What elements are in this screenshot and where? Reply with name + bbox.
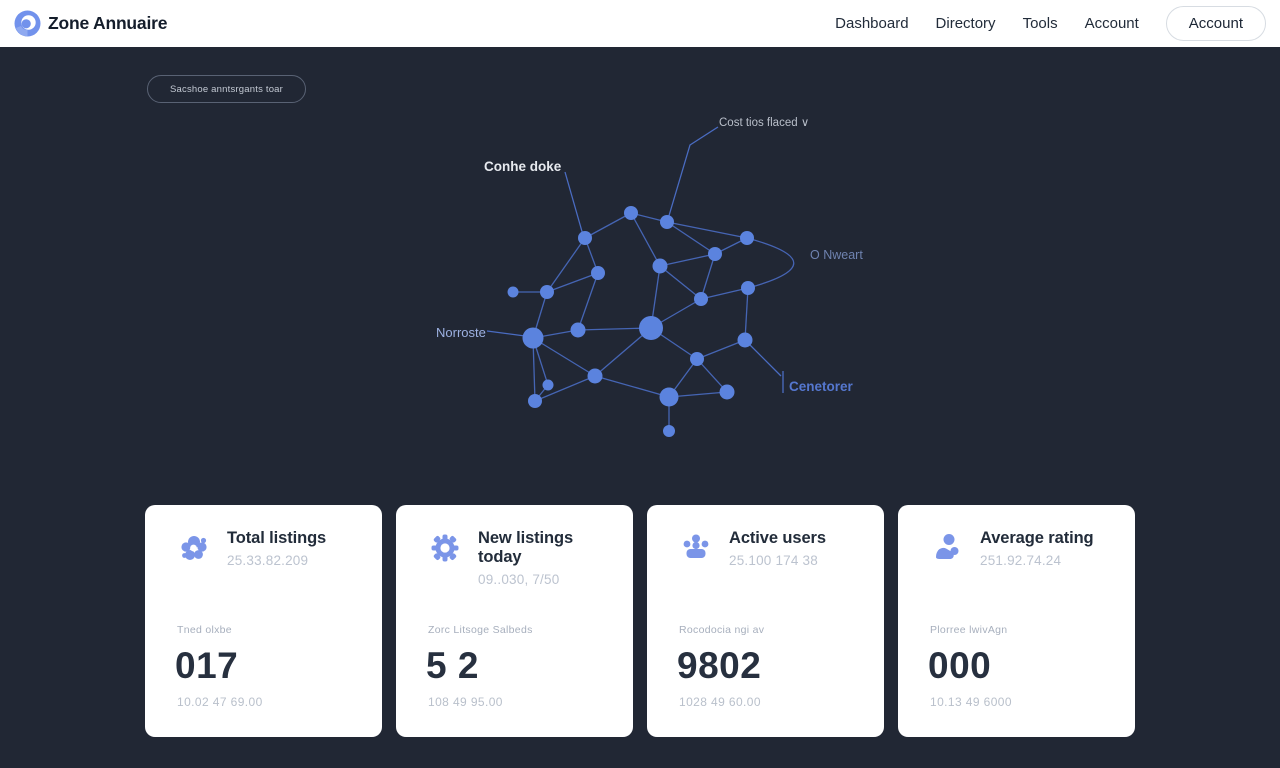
stat-footer: 108 49 95.00 [428,695,503,709]
nav-item-dashboard[interactable]: Dashboard [835,15,909,32]
graph-label: Conhe doke [484,159,562,174]
graph-node[interactable] [591,266,605,280]
graph-edge [584,212,632,239]
cluster-icon [177,531,211,565]
stat-value: 5 2 [426,645,479,686]
stat-title: Average rating [980,529,1094,547]
graph-edge [659,253,716,267]
graph-edge [594,327,652,377]
graph-edge [668,391,728,398]
graph-node[interactable] [660,215,674,229]
stat-card-total-listings: Total listings 25.33.82.209 Tned olxbe 0… [145,505,382,737]
graph-node[interactable] [708,247,722,261]
stat-value: 000 [928,645,992,686]
stat-subtitle: 25.100 174 38 [729,553,818,568]
graph-label: Norroste [436,325,486,340]
graph-edge [630,212,661,267]
gear-icon [428,531,462,565]
users-icon [679,531,713,565]
stat-subtitle: 09..030, 7/50 [478,572,560,587]
stat-card-average-rating: Average rating 251.92.74.24 Plorree lwiv… [898,505,1135,737]
stats-row: Total listings 25.33.82.209 Tned olxbe 0… [145,505,1135,737]
graph-label-leader-line [667,126,719,220]
stat-label: Rocodocia ngi av [679,624,765,636]
graph-edge [577,272,599,331]
stat-title: Total listings [227,529,327,547]
graph-edge [700,253,716,300]
stat-label: Zorc Litsoge Salbeds [428,624,533,636]
stat-label: Plorree lwivAgn [930,624,1008,636]
graph-node[interactable] [663,425,675,437]
graph-node[interactable] [741,281,755,295]
graph-edge [546,272,599,293]
graph-edge [577,327,652,331]
graph-node[interactable] [694,292,708,306]
graph-node[interactable] [652,258,668,274]
stat-value: 9802 [677,645,762,686]
nav-item-directory[interactable]: Directory [935,15,996,32]
stat-footer: 10.02 47 69.00 [177,695,263,709]
stat-value: 017 [175,645,239,686]
graph-label-leader-line [564,171,584,236]
graph-node[interactable] [719,384,735,400]
graph-node[interactable] [578,231,592,245]
top-nav-bar: Zone Annuaire Dashboard Directory Tools … [0,0,1280,47]
nav-item-account[interactable]: Account [1084,15,1139,32]
graph-node[interactable] [540,285,554,299]
stat-title: Active users [729,529,826,547]
graph-label: Cenetorer [789,379,854,394]
user-icon [930,531,964,565]
graph-edge [659,265,702,300]
stat-card-new-listings: New listings today 09..030, 7/50 Zorc Li… [396,505,633,737]
nav-item-tools[interactable]: Tools [1022,15,1058,32]
graph-node[interactable] [507,286,519,298]
graph-node[interactable] [659,387,679,407]
graph-edge [532,337,596,377]
graph-edge [666,221,748,239]
graph-label-leader-line [486,330,526,337]
graph-node[interactable] [587,368,603,384]
graph-node[interactable] [522,327,544,349]
stat-footer: 1028 49 60.00 [679,695,761,709]
graph-edge [744,287,749,341]
graph-edge [534,375,596,402]
brand[interactable]: Zone Annuaire [14,10,167,37]
graph-node[interactable] [690,352,704,366]
graph-edge [700,287,749,300]
graph-edge [594,375,670,398]
brand-logo-icon [14,10,41,37]
network-graph: Conhe doke Cost tios flaced ∨ O Nweart Norr… [436,117,863,437]
stat-card-active-users: Active users 25.100 174 38 Rocodocia ngi… [647,505,884,737]
main-nav: Dashboard Directory Tools Account Accoun… [835,6,1266,41]
graph-node[interactable] [528,394,542,408]
graph-node[interactable] [639,316,663,340]
stat-subtitle: 251.92.74.24 [980,553,1062,568]
brand-name: Zone Annuaire [48,13,168,33]
stat-label: Tned olxbe [177,624,232,636]
stat-footer: 10.13 49 6000 [930,695,1012,709]
graph-edge [532,337,536,402]
account-button[interactable]: Account [1165,6,1266,41]
graph-label: O Nweart [810,248,863,262]
graph-label[interactable]: Cost tios flaced ∨ [719,117,809,129]
stat-subtitle: 25.33.82.209 [227,553,309,568]
graph-label-leader-line [744,339,782,377]
graph-edge [546,237,586,293]
hero-section: Sacshoe anntsrgants toar Conhe doke Cost … [0,47,1280,768]
stat-title: New listings today [478,529,574,566]
graph-edge [666,221,716,255]
graph-node[interactable] [624,206,638,220]
hero-pill-button[interactable]: Sacshoe anntsrgants toar [147,75,306,103]
graph-node[interactable] [740,231,754,245]
graph-edge [696,339,746,360]
graph-edge-curve [746,237,795,289]
graph-node[interactable] [570,322,586,338]
graph-node[interactable] [542,379,554,391]
graph-node[interactable] [737,332,753,348]
